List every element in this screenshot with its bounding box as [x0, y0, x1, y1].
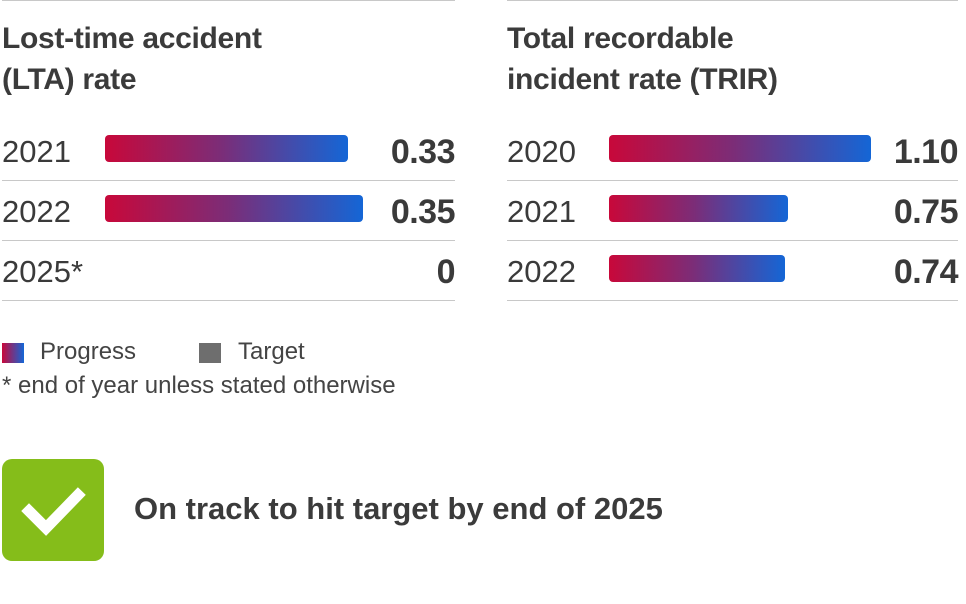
- category-label: 2021: [507, 194, 576, 229]
- trir-title-line-1: Total recordable: [507, 22, 734, 55]
- bar: [609, 255, 785, 282]
- value-label: 0.33: [390, 133, 456, 171]
- top-divider: [507, 0, 958, 1]
- row-divider: [2, 180, 455, 181]
- bar-row: 2021 0.33: [2, 122, 456, 181]
- bar-row: 2025* 0: [2, 242, 456, 301]
- value-label: 0.75: [893, 193, 959, 231]
- legend-swatch-progress: [2, 343, 24, 363]
- bar: [609, 135, 871, 162]
- checkmark-icon: [21, 487, 86, 536]
- lta-title-line-1: Lost-time accident: [2, 22, 262, 55]
- row-divider: [507, 240, 958, 241]
- trir-chart-title: Total recordable incident rate (TRIR): [507, 18, 958, 100]
- bar-row: 2021 0.75: [507, 182, 959, 241]
- status-text: On track to hit target by end of 2025: [134, 491, 663, 526]
- bar: [609, 195, 788, 222]
- bar: [105, 135, 348, 162]
- value-label: 0.74: [893, 253, 959, 291]
- value-label: 0: [436, 253, 456, 291]
- bar-row: 2022 0.35: [2, 182, 456, 241]
- status-badge: [2, 459, 104, 561]
- category-label: 2022: [2, 194, 71, 229]
- value-label: 0.35: [390, 193, 456, 231]
- category-label: 2025*: [2, 254, 84, 289]
- legend-label-target: Target: [238, 338, 305, 365]
- trir-title-line-2: incident rate (TRIR): [507, 63, 778, 96]
- value-label: 1.10: [893, 133, 959, 171]
- row-divider: [2, 300, 455, 301]
- top-divider: [2, 0, 455, 1]
- bar-row: 2020 1.10: [507, 122, 959, 181]
- lta-chart-title: Lost-time accident (LTA) rate: [2, 18, 455, 100]
- legend-label-progress: Progress: [40, 338, 137, 365]
- legend-swatch-target: [199, 343, 221, 363]
- category-label: 2021: [2, 134, 71, 169]
- footnote: * end of year unless stated otherwise: [2, 372, 396, 399]
- row-divider: [507, 300, 958, 301]
- lta-title-line-2: (LTA) rate: [2, 63, 137, 96]
- row-divider: [2, 240, 455, 241]
- category-label: 2020: [507, 134, 576, 169]
- bar: [105, 195, 363, 222]
- bar-row: 2022 0.74: [507, 242, 959, 301]
- row-divider: [507, 180, 958, 181]
- category-label: 2022: [507, 254, 576, 289]
